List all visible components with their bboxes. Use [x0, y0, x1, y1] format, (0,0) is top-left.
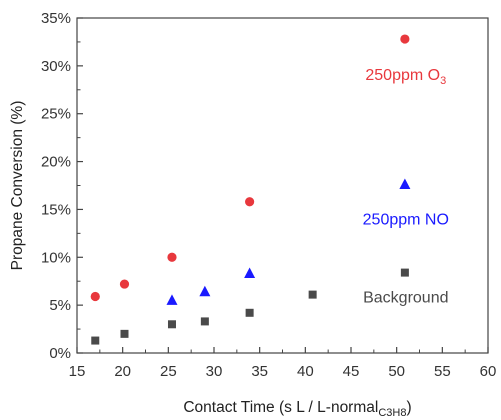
y-tick-label: 0% — [49, 345, 71, 362]
point-circle — [245, 197, 255, 207]
point-circle — [90, 291, 100, 302]
point-circle — [167, 252, 177, 262]
x-tick-label: 60 — [480, 363, 497, 380]
y-tick-label: 20% — [41, 154, 71, 171]
y-tick-label: 35% — [41, 10, 71, 27]
x-tick-label: 55 — [434, 363, 451, 380]
point-triangle — [199, 285, 211, 297]
series-labels: 250ppm O3 250ppm NO Background — [363, 67, 449, 306]
x-tick-label: 50 — [388, 363, 405, 380]
y-axis: 0% 5% 10% 15% 20% 25% 30% 35% — [41, 10, 83, 362]
point-square — [120, 329, 129, 338]
x-axis: 15 20 25 30 35 40 45 50 55 60 — [69, 347, 497, 380]
y-axis-title: Propane Conversion (%) — [9, 101, 26, 271]
point-circle — [400, 34, 410, 44]
point-square — [308, 290, 317, 299]
x-tick-label: 30 — [206, 363, 223, 380]
y-tick-label: 15% — [41, 201, 71, 218]
point-circle — [119, 279, 130, 289]
point-square — [167, 320, 176, 329]
x-axis-title: Contact Time (s L / L-normalC3H8) — [183, 399, 411, 419]
point-triangle — [399, 178, 411, 190]
series-label: 250ppm NO — [363, 212, 449, 229]
point-square — [200, 317, 209, 326]
x-tick-label: 20 — [114, 363, 131, 380]
data-markers — [90, 34, 411, 345]
x-tick-label: 35 — [251, 363, 268, 380]
point-square — [91, 336, 100, 345]
x-axis-title-subscript: C3H8 — [378, 407, 406, 419]
series-label: Background — [363, 289, 448, 306]
point-triangle — [244, 267, 256, 279]
x-tick-label: 40 — [297, 363, 314, 380]
x-tick-label: 25 — [160, 363, 177, 380]
x-axis-title-suffix: ) — [406, 399, 411, 416]
x-tick-label: 15 — [69, 363, 86, 380]
x-tick-label: 45 — [343, 363, 360, 380]
y-tick-label: 10% — [41, 249, 71, 266]
y-tick-label: 25% — [41, 106, 71, 123]
point-triangle — [166, 294, 178, 305]
y-tick-label: 30% — [41, 58, 71, 75]
series-label: 250ppm O3 — [365, 67, 446, 87]
x-axis-title-main: Contact Time (s L / L-normal — [183, 399, 378, 416]
point-square — [245, 308, 254, 317]
point-square — [400, 268, 409, 277]
y-tick-label: 5% — [49, 297, 71, 314]
